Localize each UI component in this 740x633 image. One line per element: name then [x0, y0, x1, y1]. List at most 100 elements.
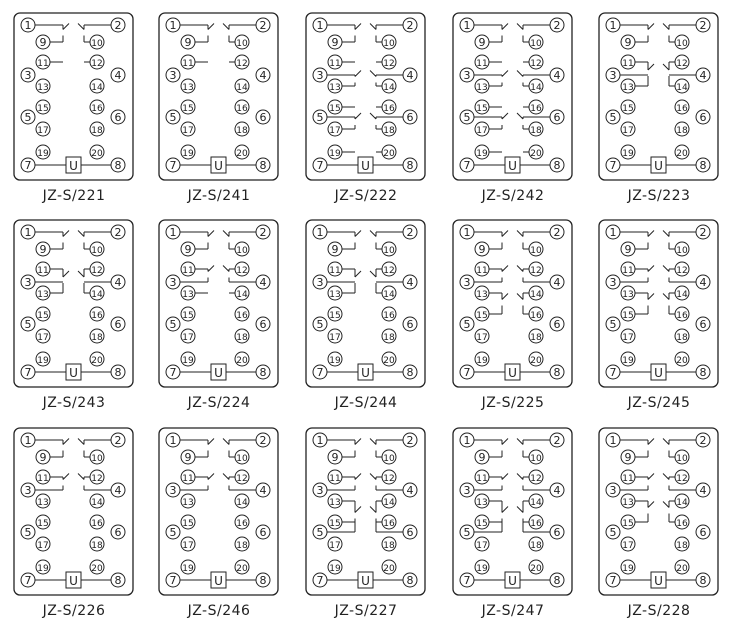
terminal-circle [605, 432, 621, 448]
diagram-label: JZ-S/241 [187, 188, 251, 204]
terminal-circle [528, 54, 544, 70]
terminal-number: 2 [260, 226, 267, 239]
contact-blade [662, 501, 670, 508]
terminal-number: 10 [383, 246, 395, 256]
terminal-number: 7 [25, 366, 32, 379]
terminal-circle [474, 54, 490, 70]
terminal-number: 11 [37, 474, 48, 484]
terminal-circle [674, 54, 690, 70]
relay-outline [452, 12, 573, 181]
relay-outline [598, 12, 719, 181]
terminal-circle [110, 109, 126, 125]
terminal-circle [89, 493, 105, 509]
contact-blade [369, 438, 377, 445]
terminal-circle [20, 316, 36, 332]
terminal-number: 5 [170, 111, 177, 124]
terminal-circle [695, 316, 711, 332]
terminal-number: 9 [40, 243, 47, 256]
contact-blade [354, 230, 362, 237]
terminal-circle [312, 482, 328, 498]
terminal-circle [327, 34, 343, 50]
terminal-circle [620, 536, 636, 552]
terminal-number: 11 [329, 59, 340, 69]
terminal-circle [674, 514, 690, 530]
terminal-number: 8 [554, 574, 561, 587]
terminal-number: 17 [37, 541, 48, 551]
terminal-number: 3 [25, 276, 32, 289]
terminal-number: 17 [182, 333, 193, 343]
terminal-circle [89, 328, 105, 344]
terminal-number: 1 [170, 226, 177, 239]
terminal-circle [110, 316, 126, 332]
contact-blade [369, 23, 377, 30]
terminal-circle [234, 351, 250, 367]
coil-label: U [69, 366, 78, 380]
coil-label: U [69, 574, 78, 588]
terminal-number: 17 [37, 333, 48, 343]
terminal-number: 16 [383, 311, 395, 321]
terminal-number: 5 [317, 318, 324, 331]
terminal-number: 13 [622, 498, 633, 508]
terminal-circle [381, 285, 397, 301]
terminal-number: 16 [676, 311, 688, 321]
contact-blade [647, 23, 655, 30]
coil-box [357, 156, 374, 174]
terminal-number: 19 [37, 564, 49, 574]
coil-label: U [508, 366, 517, 380]
terminal-circle [180, 241, 196, 257]
terminal-number: 11 [37, 59, 48, 69]
coil-label: U [361, 574, 370, 588]
terminal-circle [255, 274, 271, 290]
terminal-number: 14 [676, 290, 688, 300]
terminal-number: 14 [383, 83, 395, 93]
terminal-number: 17 [622, 333, 633, 343]
terminal-circle [35, 144, 51, 160]
terminal-number: 15 [37, 519, 48, 529]
terminal-number: 6 [700, 526, 707, 539]
terminal-circle [89, 34, 105, 50]
terminal-circle [528, 78, 544, 94]
terminal-number: 4 [260, 69, 267, 82]
diagram-label: JZ-S/222 [334, 188, 398, 204]
terminal-number: 6 [260, 318, 267, 331]
terminal-circle [549, 157, 565, 173]
terminal-number: 16 [383, 519, 395, 529]
terminal-circle [528, 241, 544, 257]
terminal-circle [674, 241, 690, 257]
terminal-number: 3 [317, 484, 324, 497]
terminal-number: 14 [530, 83, 542, 93]
terminal-circle [474, 493, 490, 509]
terminal-number: 12 [383, 266, 394, 276]
relay-outline [13, 219, 134, 388]
terminal-circle [327, 559, 343, 575]
terminal-number: 2 [407, 226, 414, 239]
terminal-number: 8 [700, 366, 707, 379]
terminal-circle [327, 351, 343, 367]
terminal-circle [89, 285, 105, 301]
terminal-number: 13 [182, 290, 193, 300]
terminal-circle [20, 109, 36, 125]
terminal-number: 19 [182, 356, 194, 366]
terminal-circle [255, 432, 271, 448]
terminal-circle [165, 157, 181, 173]
terminal-circle [528, 285, 544, 301]
terminal-circle [674, 536, 690, 552]
terminal-number: 10 [236, 39, 248, 49]
terminal-number: 12 [383, 474, 394, 484]
terminal-circle [255, 316, 271, 332]
terminal-number: 20 [91, 356, 103, 366]
terminal-circle [549, 364, 565, 380]
terminal-number: 20 [91, 149, 103, 159]
terminal-number: 6 [407, 318, 414, 331]
terminal-number: 16 [236, 311, 248, 321]
terminal-circle [234, 54, 250, 70]
terminal-circle [165, 524, 181, 540]
terminal-circle [474, 328, 490, 344]
terminal-number: 18 [383, 126, 395, 136]
terminal-number: 19 [622, 356, 634, 366]
diagram-label: JZ-S/221 [42, 188, 106, 204]
terminal-circle [459, 482, 475, 498]
terminal-circle [695, 157, 711, 173]
